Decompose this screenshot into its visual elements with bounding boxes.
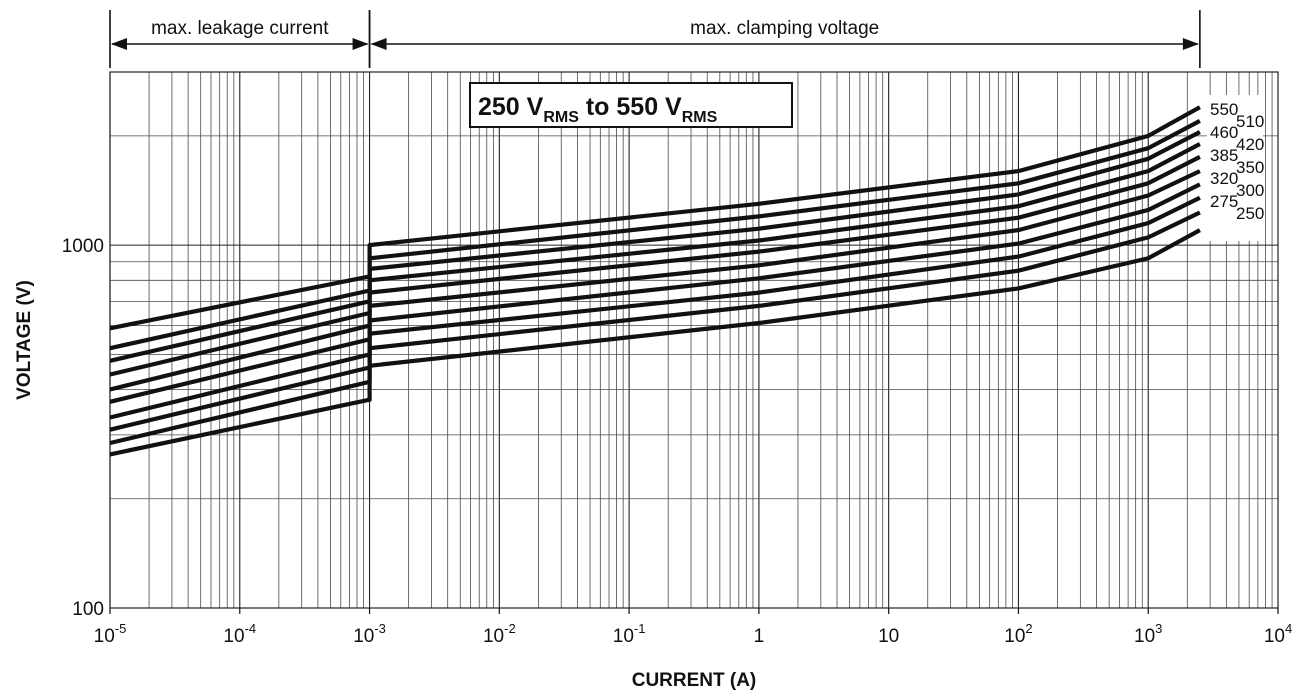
x-axis-title: CURRENT (A) [632, 670, 757, 691]
axis-ticks: 10-5 10-4 10-3 10-2 10-1 1 10 102 103 104 100 1000 [62, 236, 1292, 647]
legend-label: 460 [1210, 123, 1238, 142]
x-tick-label: 10-5 [94, 621, 127, 647]
legend-label: 300 [1236, 181, 1264, 200]
legend-label: 320 [1210, 169, 1238, 188]
legend-label: 250 [1236, 204, 1264, 223]
x-tick-label: 104 [1264, 621, 1292, 647]
series-curve-250 [109, 228, 1201, 457]
x-tick-label: 10-2 [483, 621, 516, 647]
chart-title: 250 VRMS to 550 VRMS [478, 93, 718, 126]
legend-label: 420 [1236, 135, 1264, 154]
y-tick-label: 100 [72, 599, 104, 620]
x-tick-label: 10-4 [223, 621, 256, 647]
x-tick-label: 102 [1004, 621, 1032, 647]
annotation-label-clamping: max. clamping voltage [690, 18, 879, 39]
series-curve-275 [109, 210, 1201, 446]
annotation-label-leakage: max. leakage current [151, 18, 329, 39]
legend-label: 275 [1210, 192, 1238, 211]
x-tick-label: 1 [754, 626, 765, 647]
series-curve-550 [109, 105, 1201, 331]
legend-label: 350 [1236, 158, 1264, 177]
y-axis-title: VOLTAGE (V) [14, 280, 35, 400]
legend-label: 385 [1210, 146, 1238, 165]
curves [109, 105, 1201, 457]
legend-label: 550 [1210, 100, 1238, 119]
series-curve-350 [109, 169, 1201, 404]
x-tick-label: 10 [878, 626, 899, 647]
legend-label: 510 [1236, 112, 1264, 131]
series-legend: 550 460 385 320 275 510 420 350 300 250 [1207, 95, 1264, 241]
grid [109, 71, 1278, 609]
x-tick-label: 10-1 [613, 621, 646, 647]
x-tick-label: 103 [1134, 621, 1162, 647]
y-tick-label: 1000 [62, 236, 104, 257]
region-annotations: max. leakage current max. clamping voltag… [109, 10, 1201, 68]
plot-frame [109, 71, 1279, 609]
annotation-clamping: max. clamping voltage [368, 10, 1201, 68]
annotation-leakage: max. leakage current [109, 10, 371, 68]
series-curve-510 [109, 119, 1201, 351]
x-tick-label: 10-3 [353, 621, 386, 647]
chart-title-box: 250 VRMS to 550 VRMS [469, 82, 793, 128]
